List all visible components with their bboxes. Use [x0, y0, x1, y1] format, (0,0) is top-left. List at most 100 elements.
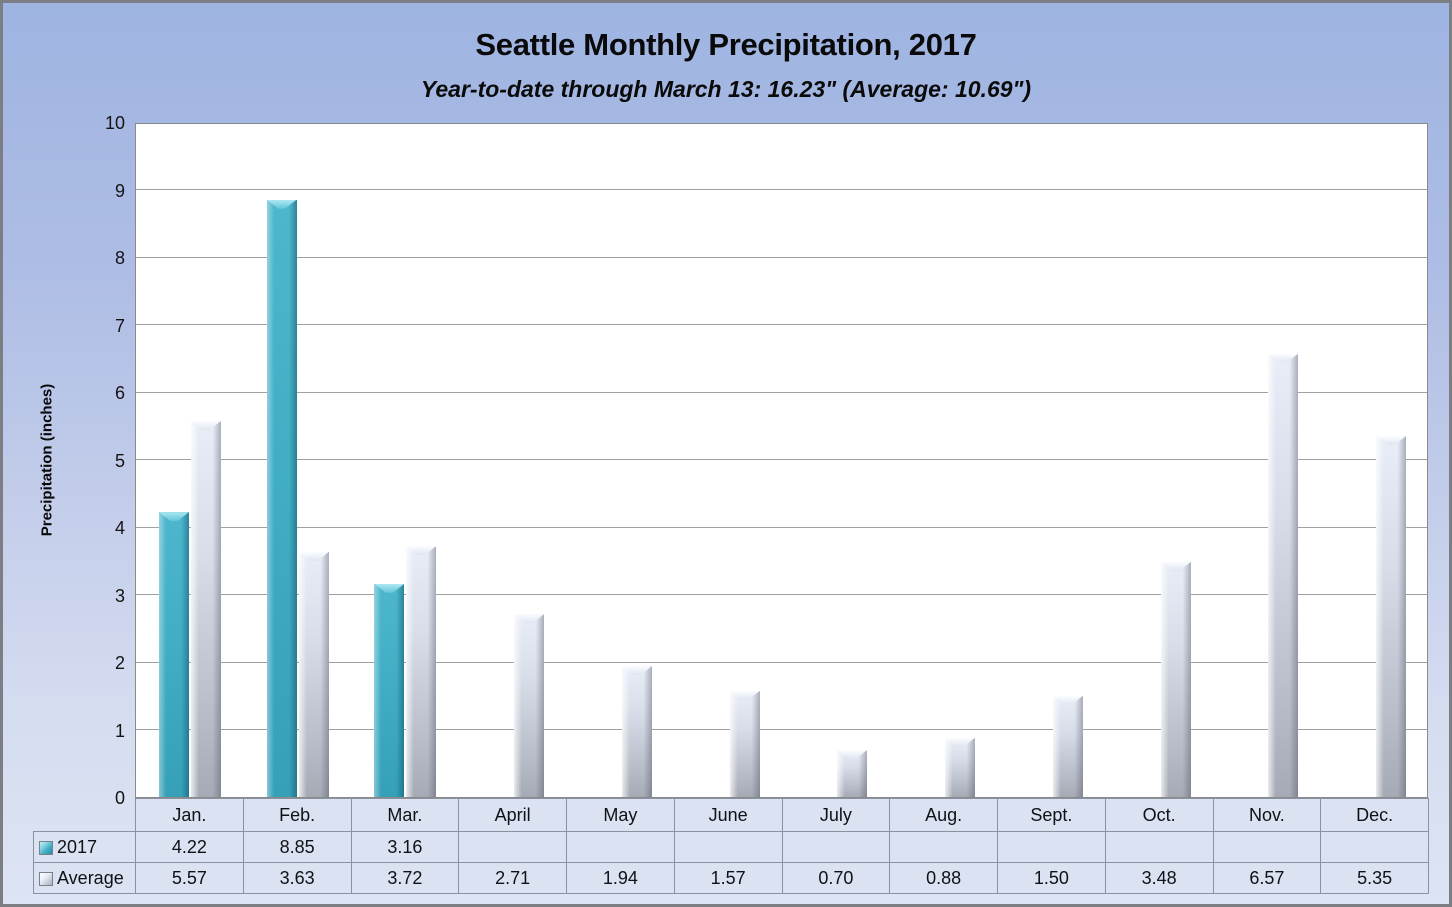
- bar-average-june: [729, 691, 760, 797]
- gridline-1: [136, 729, 1427, 730]
- y-tick-label-10: 10: [104, 113, 125, 133]
- value-2017-may: [566, 831, 675, 863]
- y-tick-label-9: 9: [114, 180, 125, 201]
- bar-2017-jan: [158, 512, 189, 797]
- value-average-june: 1.57: [673, 862, 783, 894]
- bar-top-bevel: [158, 512, 189, 522]
- gridline-7: [136, 324, 1427, 325]
- value-2017-june: [673, 831, 783, 863]
- value-2017-oct: [1104, 831, 1214, 863]
- gridline-3: [136, 594, 1427, 595]
- month-header-june: June: [673, 798, 783, 832]
- plot-area: [135, 123, 1428, 798]
- bar-top-bevel: [837, 749, 868, 759]
- chart-subtitle: Year-to-date through March 13: 16.23" (A…: [420, 76, 1032, 102]
- bar-top-bevel: [1160, 562, 1191, 572]
- bar-average-oct: [1160, 562, 1191, 797]
- table-corner-blank: [34, 799, 136, 832]
- value-average-nov: 6.57: [1212, 862, 1322, 894]
- data-table: Jan. Feb. Mar. April May June July Aug. Sept. Oct…: [33, 798, 1429, 894]
- bar-average-mar: [406, 545, 437, 797]
- legend-key-2017-icon: [39, 840, 53, 855]
- value-2017-nov: [1212, 831, 1322, 863]
- bar-2017-mar: [374, 583, 405, 797]
- value-average-jan: 5.57: [135, 862, 244, 894]
- y-tick-label-1: 1: [114, 720, 125, 741]
- value-2017-sept: [997, 831, 1106, 863]
- month-header-april: April: [458, 798, 567, 832]
- month-header-dec: Dec.: [1320, 798, 1429, 832]
- bar-top-bevel: [621, 666, 652, 676]
- month-header-feb: Feb.: [242, 798, 352, 832]
- month-header-oct: Oct.: [1104, 798, 1214, 832]
- bar-top-bevel: [729, 691, 760, 701]
- legend-key-average-icon: [39, 871, 53, 886]
- value-2017-aug: [889, 831, 998, 863]
- value-average-aug: 0.88: [889, 862, 998, 894]
- value-average-dec: 5.35: [1320, 862, 1429, 894]
- value-2017-dec: [1320, 831, 1429, 863]
- bar-top-bevel: [1268, 353, 1299, 363]
- bar-average-april: [514, 614, 545, 797]
- month-header-nov: Nov.: [1212, 798, 1322, 832]
- table-header-row: Jan. Feb. Mar. April May June July Aug. Sept. Oct…: [34, 798, 1429, 832]
- y-tick-label-2: 2: [114, 653, 125, 673]
- bar-average-jan: [190, 421, 221, 797]
- value-2017-feb: 8.85: [242, 831, 352, 863]
- legend-label-2017: 2017: [33, 831, 136, 863]
- bar-average-may: [621, 666, 652, 797]
- value-2017-july: [781, 831, 891, 863]
- gridline-9: [136, 189, 1427, 190]
- bar-top-bevel: [1052, 695, 1083, 705]
- table-row-average: Average 5.57 3.63 3.72 2.71 1.94 1.57 0.70 0.88 1…: [33, 862, 1429, 894]
- gridline-6: [136, 391, 1427, 393]
- month-header-mar: Mar.: [350, 798, 460, 832]
- legend-label-average: Average: [33, 862, 136, 894]
- bar-average-dec: [1376, 435, 1407, 797]
- value-2017-mar: 3.16: [350, 831, 460, 863]
- value-average-feb: 3.63: [242, 862, 352, 894]
- value-average-sept: 1.50: [997, 862, 1106, 894]
- table-row-2017: 2017 4.22 8.85 3.16: [33, 831, 1429, 863]
- month-header-may: May: [566, 798, 675, 832]
- gridline-2: [136, 661, 1427, 663]
- bar-top-bevel: [1376, 435, 1407, 445]
- value-average-oct: 3.48: [1104, 862, 1214, 894]
- value-2017-april: [458, 831, 567, 863]
- bar-top-bevel: [266, 199, 297, 209]
- bar-top-bevel: [406, 545, 437, 555]
- bar-top-bevel: [945, 737, 976, 747]
- y-tick-label-0: 0: [114, 788, 125, 808]
- bar-top-bevel: [298, 551, 329, 561]
- chart-title: Seattle Monthly Precipitation, 2017: [475, 27, 977, 62]
- y-axis-title: Precipitation (inches): [38, 383, 56, 537]
- bar-average-nov: [1268, 353, 1299, 797]
- value-average-april: 2.71: [458, 862, 567, 894]
- value-2017-jan: 4.22: [135, 831, 244, 863]
- month-header-jan: Jan.: [135, 798, 244, 832]
- bar-average-sept: [1052, 695, 1083, 797]
- bar-average-july: [837, 749, 868, 797]
- bar-top-bevel: [190, 421, 221, 431]
- month-header-aug: Aug.: [889, 798, 998, 832]
- y-tick-label-3: 3: [114, 585, 125, 606]
- bar-2017-feb: [266, 199, 297, 797]
- y-tick-label-7: 7: [114, 315, 125, 336]
- y-tick-label-8: 8: [114, 248, 125, 268]
- gridline-8: [136, 256, 1427, 258]
- bar-average-aug: [945, 737, 976, 797]
- value-average-july: 0.70: [781, 862, 891, 894]
- value-average-mar: 3.72: [350, 862, 460, 894]
- y-tick-label-4: 4: [114, 518, 125, 538]
- bar-top-bevel: [514, 614, 545, 624]
- month-header-sept: Sept.: [997, 798, 1106, 832]
- y-tick-label-6: 6: [114, 383, 125, 403]
- month-header-july: July: [781, 798, 891, 832]
- y-tick-label-5: 5: [114, 450, 125, 471]
- bar-average-feb: [298, 551, 329, 797]
- gridline-4: [136, 526, 1427, 528]
- gridline-5: [136, 459, 1427, 460]
- value-average-may: 1.94: [566, 862, 675, 894]
- bar-top-bevel: [374, 583, 405, 593]
